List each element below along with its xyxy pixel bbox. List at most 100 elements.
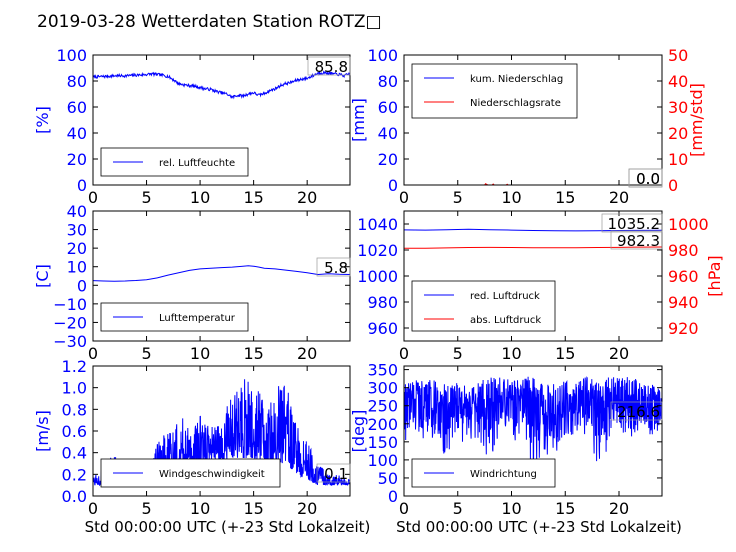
legend-box <box>100 302 249 332</box>
y-right-tick-label: 40 <box>668 72 688 91</box>
legend-entry: Niederschlagsrate <box>470 98 561 109</box>
y-tick-label: 40 <box>67 202 87 221</box>
axes-frame <box>403 365 663 497</box>
x-tick-label: 0 <box>88 344 98 363</box>
y-tick-label: 1040 <box>357 215 398 234</box>
y-tick-label: 0 <box>77 276 87 295</box>
y-tick-label: 20 <box>67 150 87 169</box>
last-value-box <box>610 401 663 421</box>
legend-entry: Windgeschwindigkeit <box>159 469 265 480</box>
y-tick-label: −30 <box>53 332 87 351</box>
legend: kum. Niederschlag Niederschlagsrate <box>411 63 578 119</box>
y-tick-label: 1020 <box>357 241 398 260</box>
y-tick-label: 0 <box>77 176 87 195</box>
y-axis-label: [deg] <box>349 410 368 453</box>
x-tick-label: 0 <box>88 499 98 518</box>
y-tick-label: 80 <box>378 72 398 91</box>
y-tick-label: 40 <box>67 124 87 143</box>
last-value-label: 982.3 <box>617 232 660 250</box>
series-line-humidity-0 <box>93 70 350 100</box>
y-tick-label: 0.2 <box>62 465 87 484</box>
plot-area <box>93 70 350 100</box>
y-tick-label: 960 <box>367 319 398 338</box>
y-tick-label: 100 <box>56 46 87 65</box>
legend-entry: rel. Luftfeuchte <box>159 158 235 169</box>
axes-frame <box>403 54 663 186</box>
y-tick-label: 350 <box>367 361 398 380</box>
legend: red. Luftdruck abs. Luftdruck <box>411 280 556 332</box>
x-tick-label: 10 <box>190 499 210 518</box>
y-tick-label: 250 <box>367 397 398 416</box>
x-tick-label: 20 <box>297 344 317 363</box>
y-tick-label: 150 <box>367 433 398 452</box>
x-tick-label: 5 <box>141 499 151 518</box>
last-value-label: 5.8 <box>324 259 348 277</box>
last-value-label: 0.1 <box>324 465 348 483</box>
x-tick-label: 5 <box>453 499 463 518</box>
legend: Lufttemperatur <box>100 302 249 332</box>
y-tick-label: 0 <box>388 487 398 506</box>
legend-entry: Lufttemperatur <box>159 313 236 324</box>
x-axis-label: Std 00:00:00 UTC (+-23 Std Lokalzeit) <box>396 518 682 536</box>
x-tick-label: 15 <box>555 188 575 207</box>
y-tick-label: 60 <box>67 98 87 117</box>
x-tick-label: 10 <box>501 188 521 207</box>
x-tick-label: 10 <box>190 344 210 363</box>
panel-windspeed: 0 5 10 15 20 0.0 0.2 0.4 0.6 0.8 1.0 1.2 [m/s] Windge… <box>33 357 370 536</box>
y-right-axis-label: [hPa] <box>705 255 724 296</box>
y-tick-label: −10 <box>53 295 87 314</box>
y-tick-label: 0 <box>388 176 398 195</box>
x-tick-label: 20 <box>609 188 629 207</box>
y-tick-label: 50 <box>378 469 398 488</box>
y-axis-label: [%] <box>33 106 52 134</box>
y-tick-label: 10 <box>67 258 87 277</box>
y-right-tick-label: 940 <box>668 293 699 312</box>
x-tick-label: 0 <box>399 188 409 207</box>
series-line-pressure-1 <box>404 246 662 249</box>
last-value-label: 0.0 <box>636 170 660 188</box>
y-right-tick-label: 920 <box>668 319 699 338</box>
x-tick-label: 20 <box>297 499 317 518</box>
last-value-box <box>610 230 663 250</box>
legend-entry: abs. Luftdruck <box>470 315 541 326</box>
legend-box <box>411 63 578 119</box>
y-tick-label: 0.4 <box>62 444 87 463</box>
legend: rel. Luftfeuchte <box>100 147 249 177</box>
x-tick-label: 5 <box>453 188 463 207</box>
y-right-tick-label: 20 <box>668 124 688 143</box>
x-tick-label: 5 <box>141 188 151 207</box>
y-tick-label: 30 <box>67 221 87 240</box>
x-tick-label: 15 <box>555 499 575 518</box>
series-line-winddirection-0 <box>404 376 662 467</box>
last-value-label: 0.0 <box>636 170 660 188</box>
x-axis-label: Std 00:00:00 UTC (+-23 Std Lokalzeit) <box>85 518 371 536</box>
last-value-box <box>316 463 351 483</box>
plot-area <box>93 265 350 282</box>
plot-area <box>404 228 662 249</box>
legend-entry: kum. Niederschlag <box>470 74 563 85</box>
y-right-tick-label: 960 <box>668 267 699 286</box>
x-tick-label: 10 <box>190 188 210 207</box>
y-right-tick-label: 1000 <box>668 215 709 234</box>
legend-entry: red. Luftdruck <box>470 291 540 302</box>
series-line-temperature-0 <box>93 265 350 282</box>
last-value-label: 85.8 <box>315 58 348 76</box>
y-tick-label: 1.0 <box>62 379 87 398</box>
y-tick-label: 100 <box>367 451 398 470</box>
x-tick-label: 10 <box>501 344 521 363</box>
plot-area <box>404 376 662 467</box>
y-axis-label: [m/s] <box>33 410 52 452</box>
y-tick-label: 0.0 <box>62 487 87 506</box>
legend: Windgeschwindigkeit <box>100 458 281 488</box>
y-tick-label: 20 <box>67 239 87 258</box>
series-line-pressure-0 <box>404 228 662 232</box>
panel-temperature: 0 5 10 15 20−30−20−10010203040[C]Lufttempera… <box>33 202 351 363</box>
x-tick-label: 20 <box>609 499 629 518</box>
x-tick-label: 20 <box>297 188 317 207</box>
last-value-label: 216.6 <box>617 403 660 421</box>
y-axis-label: [mm] <box>349 98 368 142</box>
x-tick-label: 15 <box>243 344 263 363</box>
